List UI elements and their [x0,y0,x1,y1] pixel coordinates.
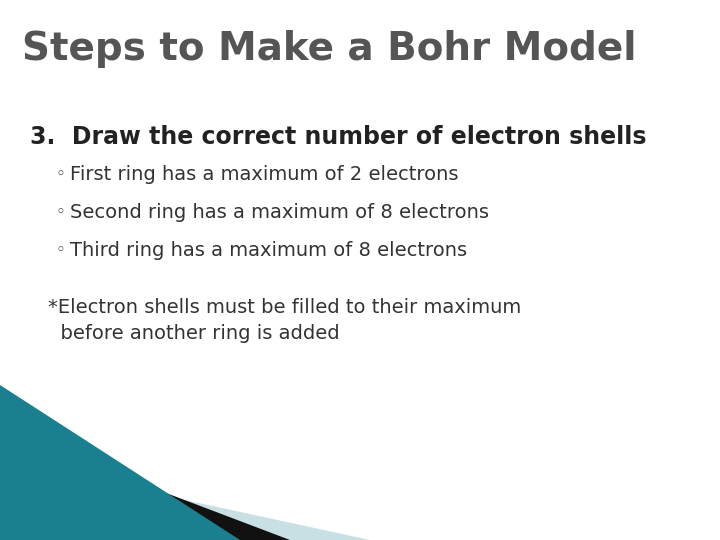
Text: *Electron shells must be filled to their maximum: *Electron shells must be filled to their… [48,298,521,317]
Text: Steps to Make a Bohr Model: Steps to Make a Bohr Model [22,30,636,68]
Text: Third ring has a maximum of 8 electrons: Third ring has a maximum of 8 electrons [70,241,467,260]
Text: before another ring is added: before another ring is added [48,324,340,343]
Polygon shape [0,460,370,540]
Text: ◦: ◦ [55,203,65,221]
Text: ◦: ◦ [55,241,65,259]
Text: 3.  Draw the correct number of electron shells: 3. Draw the correct number of electron s… [30,125,647,149]
Text: Second ring has a maximum of 8 electrons: Second ring has a maximum of 8 electrons [70,203,489,222]
Polygon shape [0,430,290,540]
Text: First ring has a maximum of 2 electrons: First ring has a maximum of 2 electrons [70,165,459,184]
Polygon shape [0,385,240,540]
Text: ◦: ◦ [55,165,65,183]
